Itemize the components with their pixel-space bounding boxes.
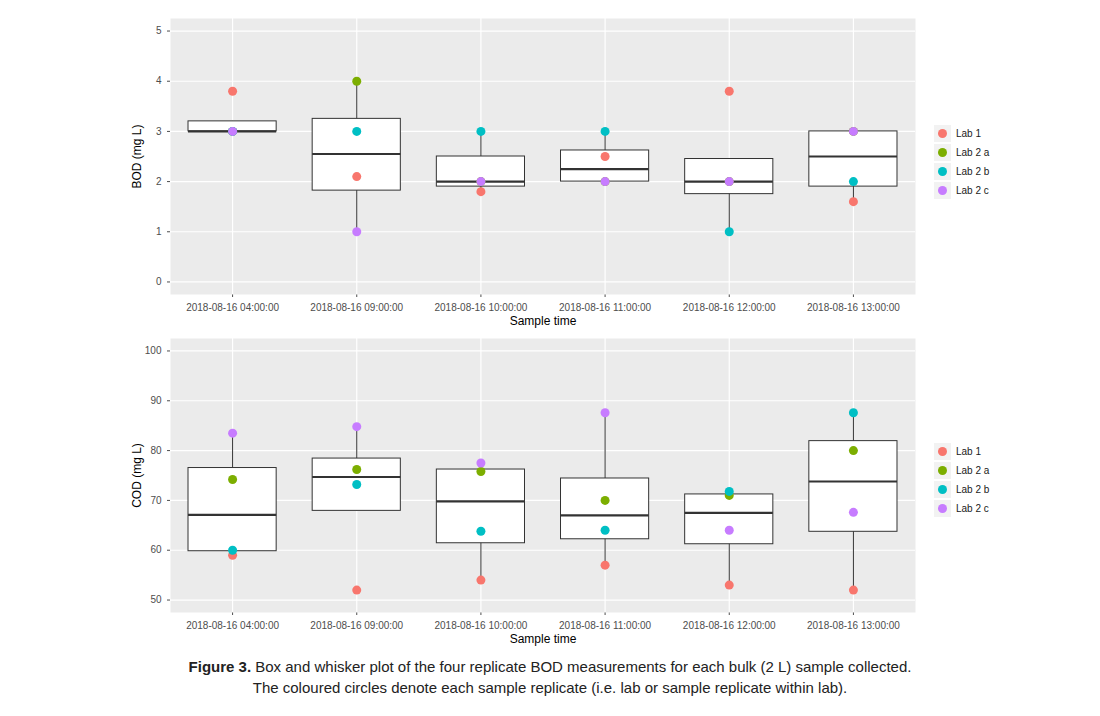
svg-text:2018-08-16 11:00:00: 2018-08-16 11:00:00	[559, 302, 652, 313]
svg-text:90: 90	[150, 395, 162, 406]
svg-text:2018-08-16 09:00:00: 2018-08-16 09:00:00	[310, 302, 403, 313]
svg-text:60: 60	[150, 544, 162, 555]
svg-text:80: 80	[150, 445, 162, 456]
html-text:Lab 2 b: Lab 2 b	[956, 166, 990, 177]
svg-text:2018-08-16 09:00:00: 2018-08-16 09:00:00	[310, 620, 403, 631]
svg-text:5: 5	[156, 25, 162, 36]
html-text:Lab 2 a: Lab 2 a	[956, 147, 990, 158]
svg-text:100: 100	[145, 345, 162, 356]
svg-text:2018-08-16 10:00:00: 2018-08-16 10:00:00	[434, 302, 527, 313]
svg-text:2018-08-16 11:00:00: 2018-08-16 11:00:00	[559, 620, 652, 631]
html-text:Lab 2 b: Lab 2 b	[956, 484, 990, 495]
svg-text:2018-08-16 04:00:00: 2018-08-16 04:00:00	[186, 302, 279, 313]
svg-text:2018-08-16 10:00:00: 2018-08-16 10:00:00	[434, 620, 527, 631]
svg-text:BOD (mg L): BOD (mg L)	[130, 124, 144, 188]
svg-text:50: 50	[150, 594, 162, 605]
html-text:The coloured circles denote ea: The coloured circles denote each sample …	[252, 679, 848, 696]
html-text:Lab 2 a: Lab 2 a	[956, 465, 990, 476]
html-text:Lab 1: Lab 1	[956, 128, 981, 139]
svg-text:3: 3	[156, 126, 162, 137]
svg-text:2018-08-16 12:00:00: 2018-08-16 12:00:00	[683, 620, 776, 631]
svg-text:2018-08-16 04:00:00: 2018-08-16 04:00:00	[186, 620, 279, 631]
html-text:Lab 2 c: Lab 2 c	[956, 503, 989, 514]
html-text:Figure 3. Box and whisker plot: Figure 3. Box and whisker plot of the fo…	[188, 658, 912, 675]
svg-text:2018-08-16 12:00:00: 2018-08-16 12:00:00	[683, 302, 776, 313]
svg-text:COD (mg L): COD (mg L)	[130, 443, 144, 508]
svg-text:2018-08-16 13:00:00: 2018-08-16 13:00:00	[807, 620, 900, 631]
svg-text:4: 4	[156, 75, 162, 86]
svg-text:2018-08-16 13:00:00: 2018-08-16 13:00:00	[807, 302, 900, 313]
svg-text:70: 70	[150, 495, 162, 506]
svg-text:1: 1	[156, 226, 162, 237]
html-text:Lab 1: Lab 1	[956, 446, 981, 457]
svg-text:2: 2	[156, 176, 162, 187]
svg-text:0: 0	[156, 276, 162, 287]
svg-text:Sample time: Sample time	[510, 314, 577, 328]
html-text:Lab 2 c: Lab 2 c	[956, 185, 989, 196]
svg-text:Sample time: Sample time	[510, 632, 577, 646]
